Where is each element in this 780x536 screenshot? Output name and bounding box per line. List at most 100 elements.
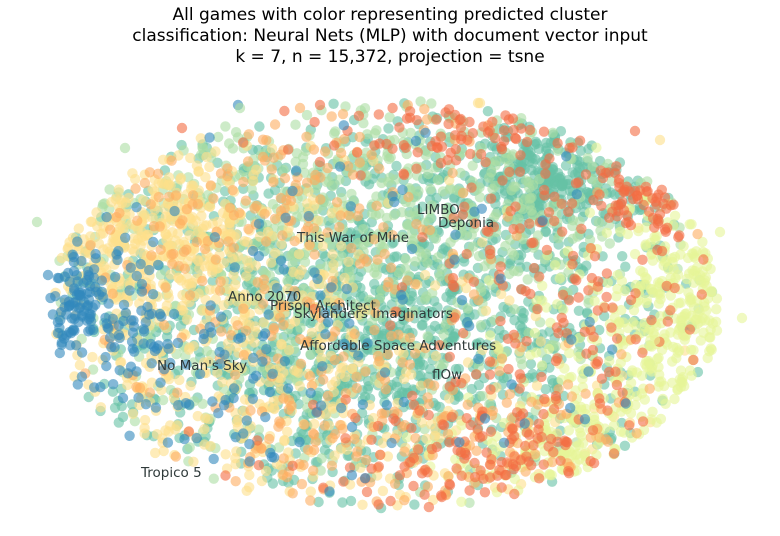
scatter-point <box>573 177 584 188</box>
scatter-point <box>426 140 438 152</box>
scatter-point <box>228 269 239 281</box>
scatter-point <box>536 360 548 371</box>
scatter-point <box>336 362 347 374</box>
scatter-point <box>371 125 382 136</box>
scatter-point <box>563 425 575 436</box>
scatter-point <box>420 127 431 138</box>
scatter-point <box>649 334 661 346</box>
scatter-point <box>157 394 169 406</box>
scatter-point <box>611 379 623 391</box>
scatter-point <box>173 365 184 376</box>
scatter-point <box>135 258 146 270</box>
scatter-point <box>309 174 320 186</box>
scatter-point <box>335 147 347 159</box>
scatter-point <box>359 473 371 484</box>
scatter-point <box>131 202 142 213</box>
scatter-point <box>148 236 159 248</box>
scatter-point <box>384 112 395 123</box>
scatter-point <box>562 379 574 390</box>
scatter-point <box>124 430 135 441</box>
scatter-point <box>371 191 382 202</box>
scatter-point <box>434 401 445 413</box>
scatter-point <box>198 328 210 340</box>
scatter-point <box>282 275 293 286</box>
scatter-point <box>400 142 411 153</box>
scatter-point <box>251 164 262 175</box>
scatter-point <box>352 446 363 457</box>
scatter-point <box>151 343 163 354</box>
scatter-point <box>56 252 67 264</box>
scatter-point <box>462 357 474 368</box>
scatter-point <box>279 356 291 367</box>
scatter-point <box>662 222 673 233</box>
scatter-point <box>197 143 208 154</box>
scatter-point <box>520 193 531 204</box>
scatter-point <box>208 453 219 465</box>
scatter-point <box>374 163 385 174</box>
scatter-point <box>197 275 208 287</box>
scatter-point <box>309 249 320 260</box>
scatter-point <box>99 261 110 272</box>
scatter-point <box>249 321 261 332</box>
scatter-point <box>486 167 497 178</box>
scatter-point <box>599 302 610 313</box>
scatter-point <box>124 285 135 296</box>
scatter-point <box>230 459 241 470</box>
scatter-point <box>419 489 430 500</box>
scatter-point <box>534 271 545 282</box>
scatter-point <box>388 209 400 221</box>
scatter-point <box>187 190 199 201</box>
scatter-point <box>547 127 558 138</box>
scatter-point <box>244 438 255 450</box>
scatter-point <box>540 384 551 395</box>
scatter-point <box>124 208 135 220</box>
scatter-point <box>296 478 308 490</box>
scatter-point <box>533 473 545 484</box>
scatter-point <box>120 307 131 319</box>
scatter-point <box>139 414 151 426</box>
scatter-point <box>462 317 473 328</box>
scatter-point <box>359 391 371 402</box>
annotation-label: Deponia <box>438 215 494 231</box>
annotation-label: flOw <box>432 367 462 383</box>
scatter-point <box>383 277 394 288</box>
scatter-point <box>429 320 441 332</box>
scatter-point <box>77 311 88 322</box>
scatter-point <box>640 272 651 283</box>
scatter-point <box>316 453 327 464</box>
scatter-point <box>584 207 596 218</box>
scatter-point <box>215 276 226 287</box>
scatter-point <box>506 379 517 390</box>
scatter-point <box>209 232 221 243</box>
scatter-point <box>187 219 199 230</box>
scatter-point <box>625 377 637 389</box>
scatter-point <box>293 248 305 260</box>
scatter-point <box>529 327 541 339</box>
scatter-point <box>264 433 275 445</box>
scatter-point <box>309 418 320 430</box>
scatter-point <box>465 148 476 160</box>
scatter-point <box>587 161 598 172</box>
scatter-point <box>76 255 87 267</box>
scatter-point <box>430 280 441 291</box>
scatter-point <box>104 332 116 343</box>
scatter-point <box>346 188 357 200</box>
scatter-point <box>287 460 298 471</box>
scatter-point <box>291 165 302 176</box>
scatter-point <box>107 386 119 397</box>
scatter-point <box>585 456 596 467</box>
scatter-point <box>462 399 473 410</box>
scatter-point <box>684 294 696 306</box>
scatter-point <box>87 351 98 363</box>
scatter-point <box>494 366 505 377</box>
scatter-point <box>85 240 96 251</box>
scatter-point <box>444 480 456 491</box>
scatter-point <box>475 149 487 160</box>
scatter-point <box>54 347 65 359</box>
scatter-point <box>450 155 462 166</box>
scatter-point <box>175 172 187 184</box>
scatter-point <box>156 311 167 322</box>
scatter-point <box>379 231 390 242</box>
scatter-point <box>278 164 289 176</box>
scatter-point <box>669 393 680 405</box>
